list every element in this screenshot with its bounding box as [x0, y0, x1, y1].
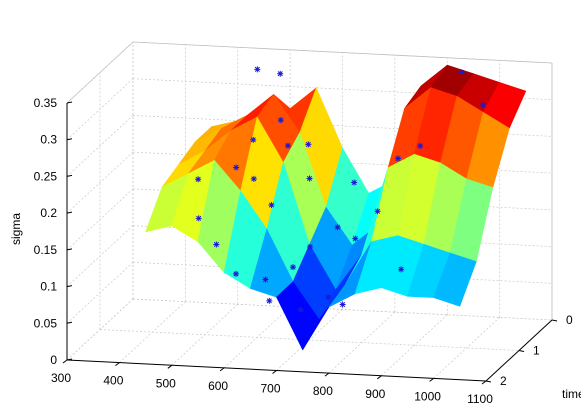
data-point: [325, 294, 332, 301]
data-point: [339, 301, 346, 308]
data-markers: [195, 66, 487, 313]
y-tick-label: 0: [566, 313, 573, 327]
z-tick-mark: [66, 358, 73, 361]
z-tick-label: 0.05: [34, 316, 58, 330]
grid-line: [66, 298, 134, 361]
box-edge: [66, 41, 134, 104]
grid-line: [66, 151, 134, 214]
grid-line: [381, 314, 448, 377]
x-tick-mark: [219, 367, 225, 372]
y-tick-label: 2: [500, 374, 507, 388]
x-tick-mark: [115, 362, 120, 367]
data-point: [232, 270, 239, 277]
y-tick-mark: [485, 380, 492, 383]
data-point: [262, 276, 269, 283]
y-tick-mark: [518, 350, 525, 352]
z-tick-mark: [66, 248, 73, 251]
data-point: [297, 306, 304, 313]
surface-patch: [433, 252, 477, 307]
data-point: [417, 142, 424, 149]
data-point: [195, 176, 202, 183]
x-tick-label: 700: [260, 382, 280, 396]
data-point: [250, 136, 257, 143]
x-tick-label: 300: [51, 371, 71, 385]
data-point: [351, 179, 358, 186]
z-tick-mark: [66, 285, 73, 288]
x-tick-mark: [429, 377, 434, 382]
x-tick-mark: [272, 370, 277, 374]
y-tick-mark: [551, 319, 558, 322]
z-tick-mark: [66, 321, 73, 324]
surface-mesh: [145, 64, 527, 351]
z-tick-label: 0.15: [34, 243, 58, 257]
data-point: [394, 155, 401, 162]
grid-line: [132, 298, 553, 321]
data-point: [213, 241, 220, 248]
x-tick-label: 800: [313, 384, 333, 398]
data-point: [305, 141, 312, 148]
data-point: [254, 66, 261, 73]
data-point: [233, 164, 240, 171]
data-point: [284, 142, 291, 149]
x-tick-mark: [481, 380, 487, 385]
grid-line: [66, 225, 134, 287]
y-axis-label: time: [562, 387, 581, 401]
data-point: [398, 266, 405, 273]
z-tick-label: 0.35: [34, 96, 58, 110]
grid-line: [66, 78, 134, 140]
z-tick-label: 0.3: [40, 133, 57, 147]
z-tick-label: 0.1: [40, 280, 57, 294]
grid-line: [328, 311, 396, 374]
data-point: [250, 175, 257, 182]
data-point: [458, 69, 465, 76]
grid-line: [66, 262, 134, 324]
x-tick-label: 1000: [414, 389, 441, 403]
grid-line: [66, 188, 134, 251]
x-tick-mark: [62, 359, 68, 364]
tick-labels: 300 400 500 600 700 800 900 1000 1100 0 1 2 0 0.05 0.1…: [34, 96, 573, 405]
z-tick-mark: [66, 138, 73, 141]
z-tick-label: 0.25: [34, 169, 58, 183]
x-tick-label: 1100: [467, 392, 493, 405]
data-point: [307, 243, 314, 250]
data-point: [306, 175, 313, 182]
x-tick-mark: [167, 364, 173, 369]
z-tick-mark: [66, 174, 73, 177]
x-tick-label: 500: [156, 376, 176, 390]
z-tick-mark: [66, 101, 73, 104]
z-tick-label: 0.2: [40, 206, 57, 220]
x-tick-label: 600: [208, 379, 228, 393]
box-edge: [132, 41, 553, 64]
z-tick-mark: [66, 211, 73, 214]
data-point: [352, 235, 359, 242]
data-point: [290, 264, 296, 271]
grid-line: [99, 329, 520, 351]
plot-axes: [62, 101, 558, 385]
x-tick-mark: [324, 372, 330, 377]
data-point: [334, 224, 341, 231]
data-point: [277, 70, 284, 77]
data-point: [266, 297, 273, 304]
data-point: [374, 208, 381, 215]
data-point: [195, 215, 202, 222]
data-point: [277, 117, 284, 124]
z-axis-label: sigma: [9, 213, 23, 245]
x-tick-label: 900: [365, 387, 385, 401]
grid-line: [66, 115, 134, 177]
x-tick-label: 400: [103, 374, 123, 388]
grid-line: [433, 317, 500, 379]
data-point: [480, 101, 487, 108]
y-tick-label: 1: [533, 344, 540, 358]
z-tick-label: 0: [50, 353, 57, 367]
data-point: [268, 202, 275, 209]
x-tick-mark: [376, 375, 382, 380]
